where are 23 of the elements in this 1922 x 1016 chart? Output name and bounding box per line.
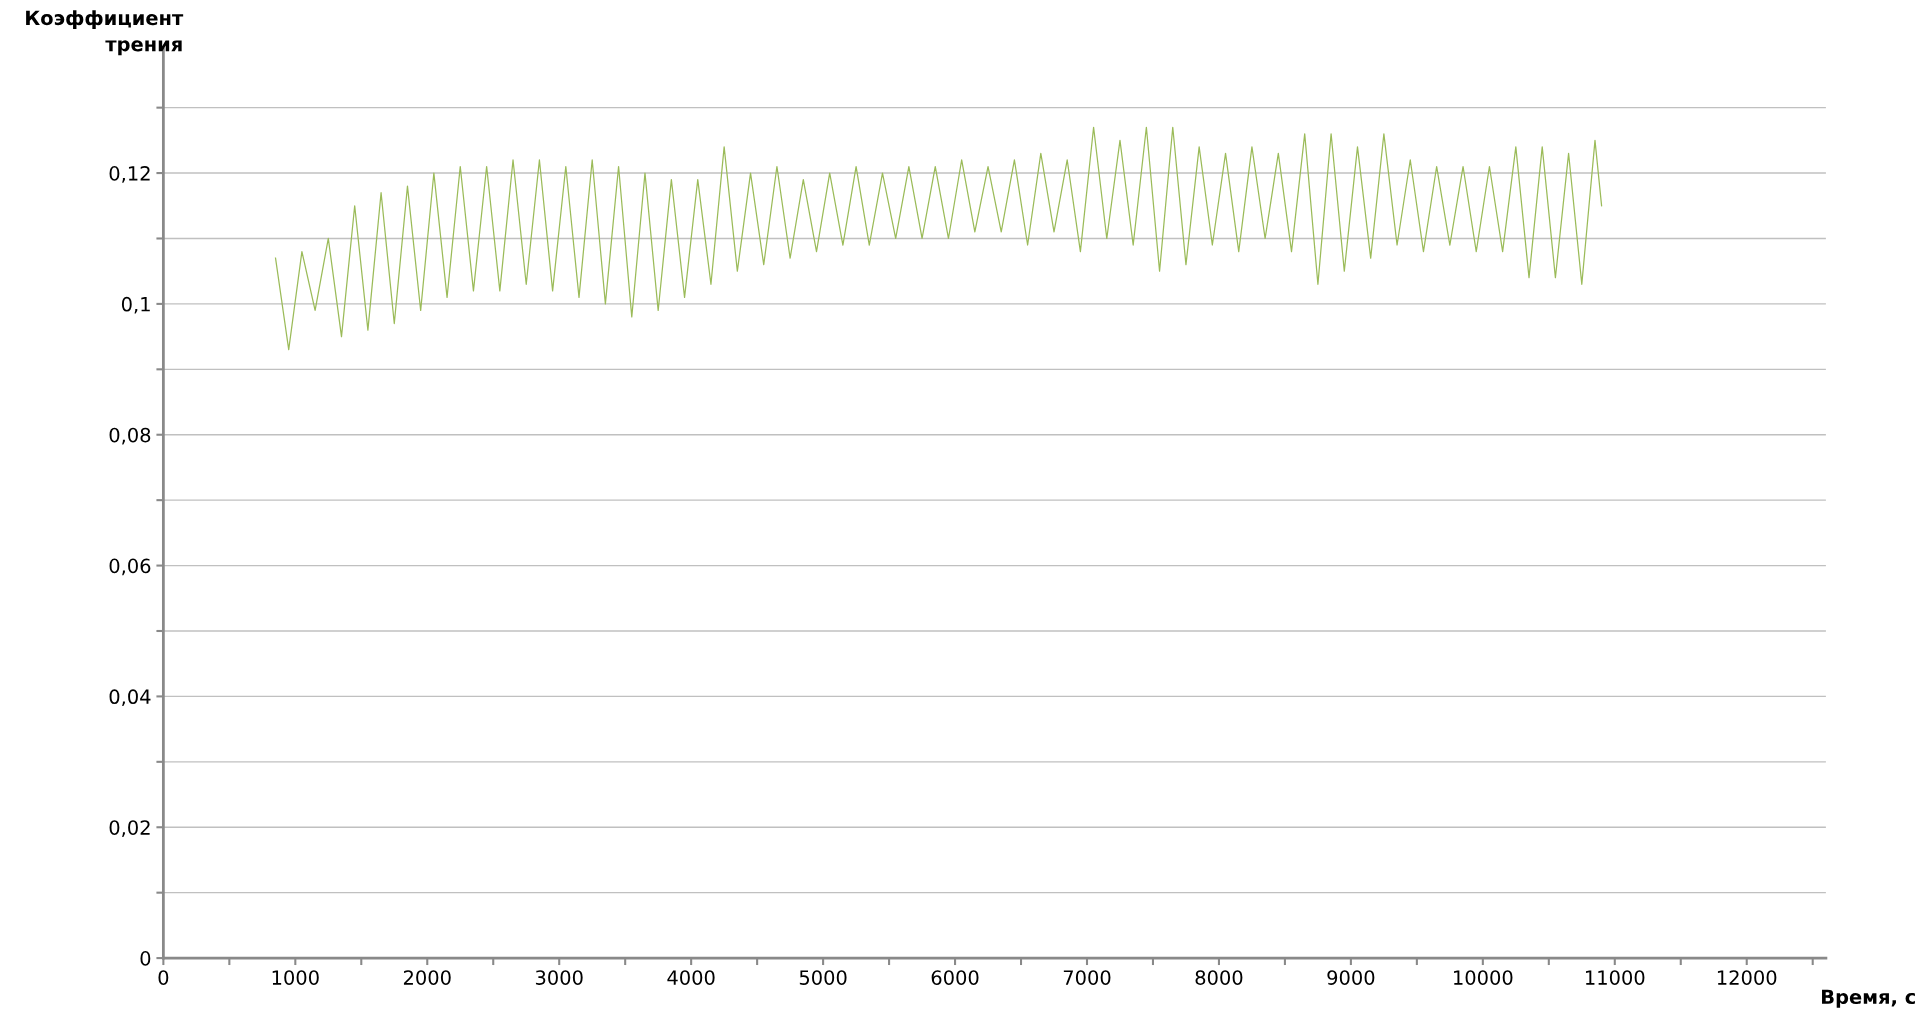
x-tick-label: 1000: [272, 970, 319, 985]
x-tick-label: 6000: [931, 970, 979, 985]
x-tick-label: 4000: [667, 970, 715, 985]
x-tick-label: 12000: [1717, 970, 1777, 985]
y-axis-title: Коэффициент трения: [26, 10, 184, 56]
line-series: [274, 126, 1603, 351]
x-tick-label: 3000: [535, 970, 583, 985]
x-axis-title: Время, с: [1822, 989, 1915, 1008]
x-tick-label: 9000: [1327, 970, 1375, 985]
x-tick-label: 5000: [799, 970, 847, 985]
x-tick-label: 7000: [1063, 970, 1111, 985]
y-tick-label: 0,04: [109, 689, 151, 707]
y-tick-label: 0,02: [109, 820, 150, 837]
x-tick-label: 0: [158, 970, 169, 985]
y-tick-label: 0: [140, 951, 151, 966]
x-tick-label: 11000: [1585, 970, 1645, 985]
x-tick-label: 2000: [403, 970, 451, 985]
y-tick-label: 0,06: [109, 558, 151, 576]
x-tick-label: 10000: [1454, 970, 1513, 985]
y-tick-label: 0,08: [109, 427, 151, 445]
x-tick-label: 8000: [1195, 970, 1243, 985]
y-tick-label: 0,12: [109, 166, 150, 183]
y-tick-label: 0,1: [121, 296, 150, 314]
